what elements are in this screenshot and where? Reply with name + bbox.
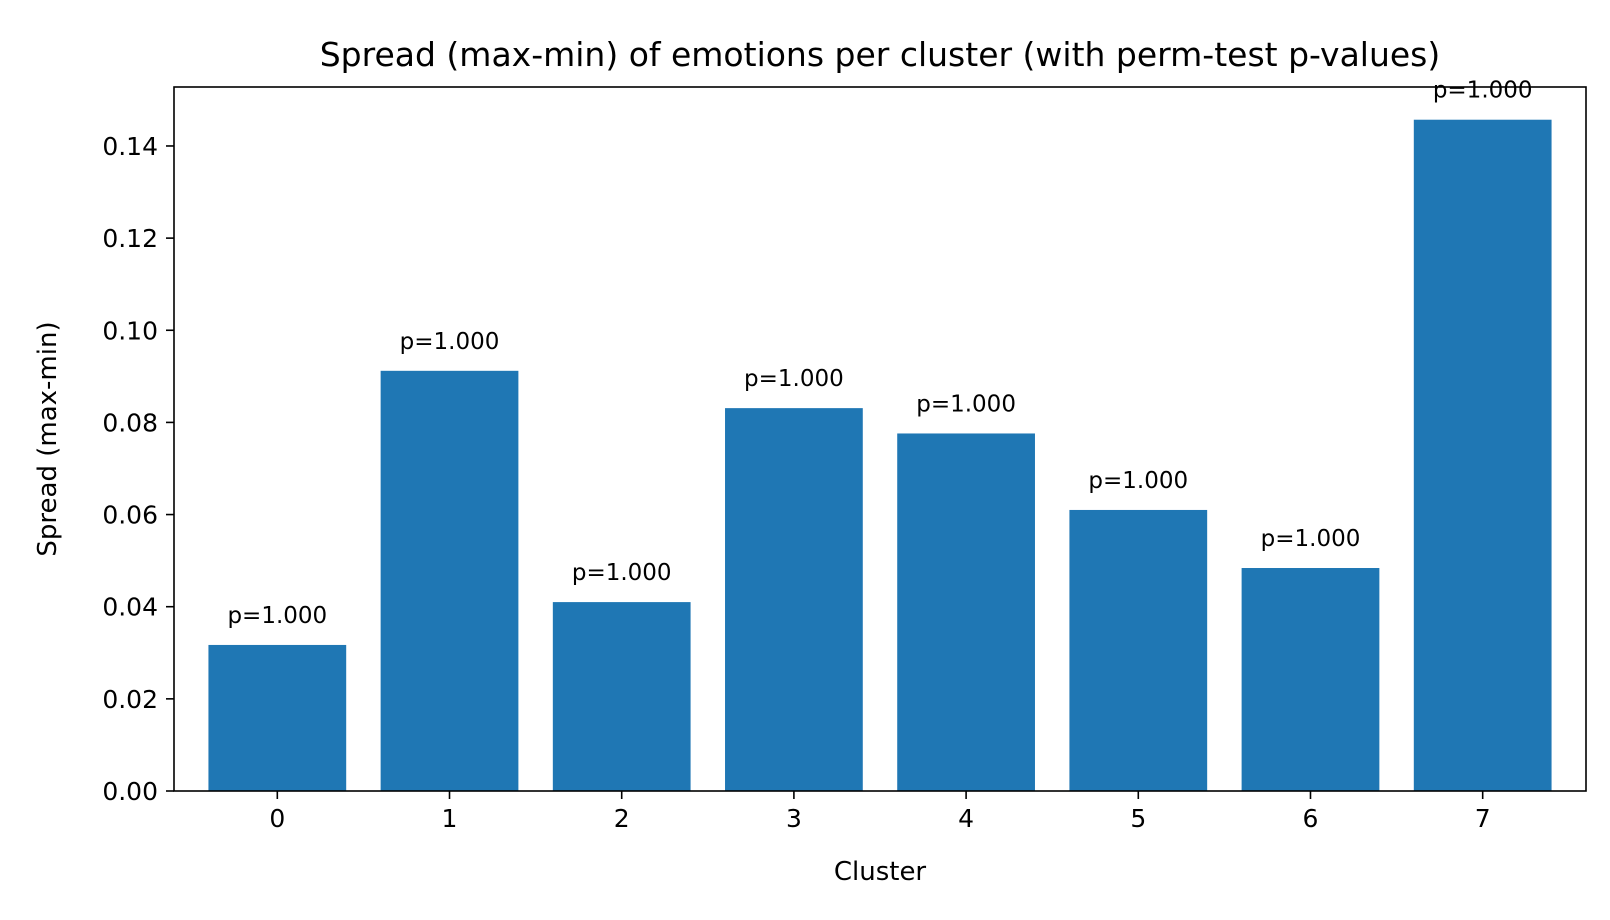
y-axis-label: Spread (max-min) (33, 321, 63, 556)
bar-label-cluster-7: p=1.000 (1433, 78, 1533, 104)
x-tick-label-1: 1 (442, 804, 458, 833)
y-tick-label-1: 0.02 (102, 685, 158, 714)
y-tick-label-3: 0.06 (102, 501, 158, 530)
x-axis-label: Cluster (834, 857, 927, 887)
bar-cluster-2 (552, 602, 691, 791)
bar-label-cluster-3: p=1.000 (744, 366, 844, 392)
bar-labels-layer: p=1.000 p=1.000 p=1.000 p=1.000 p=1.000 p=1.0… (227, 78, 1532, 629)
bar-label-cluster-6: p=1.000 (1261, 526, 1361, 552)
bar-label-cluster-2: p=1.000 (572, 560, 672, 586)
x-tick-label-4: 4 (958, 804, 974, 833)
x-tick-label-2: 2 (614, 804, 630, 833)
bar-cluster-0 (208, 644, 347, 791)
bar-label-cluster-4: p=1.000 (916, 391, 1016, 417)
bar-cluster-5 (1069, 509, 1208, 791)
y-tick-label-7: 0.14 (102, 132, 158, 161)
x-tick-label-3: 3 (786, 804, 802, 833)
bar-cluster-6 (1241, 568, 1380, 791)
x-tick-label-6: 6 (1303, 804, 1319, 833)
plot-frame (173, 86, 1587, 792)
y-tick-label-4: 0.08 (102, 408, 158, 437)
bar-cluster-7 (1413, 119, 1552, 792)
x-tick-label-5: 5 (1130, 804, 1146, 833)
y-axis-ticks: 0.00 0.02 0.04 0.06 0.08 0.10 0.12 0.14 (102, 132, 174, 806)
y-tick-label-0: 0.00 (102, 777, 158, 806)
x-axis-ticks: 0 1 2 3 4 5 6 7 (269, 791, 1491, 833)
y-tick-label-2: 0.04 (102, 593, 158, 622)
bar-cluster-4 (897, 433, 1035, 791)
y-tick-label-5: 0.10 (102, 316, 158, 345)
x-tick-label-0: 0 (269, 804, 285, 833)
bar-label-cluster-0: p=1.000 (227, 603, 327, 629)
bar-cluster-3 (725, 408, 863, 791)
chart-title: Spread (max-min) of emotions per cluster… (320, 35, 1441, 74)
bar-label-cluster-5: p=1.000 (1088, 468, 1188, 494)
bar-label-cluster-1: p=1.000 (400, 329, 500, 355)
y-tick-label-6: 0.12 (102, 224, 158, 253)
bar-cluster-1 (380, 370, 519, 791)
bars-layer (208, 119, 1552, 792)
x-tick-label-7: 7 (1475, 804, 1491, 833)
